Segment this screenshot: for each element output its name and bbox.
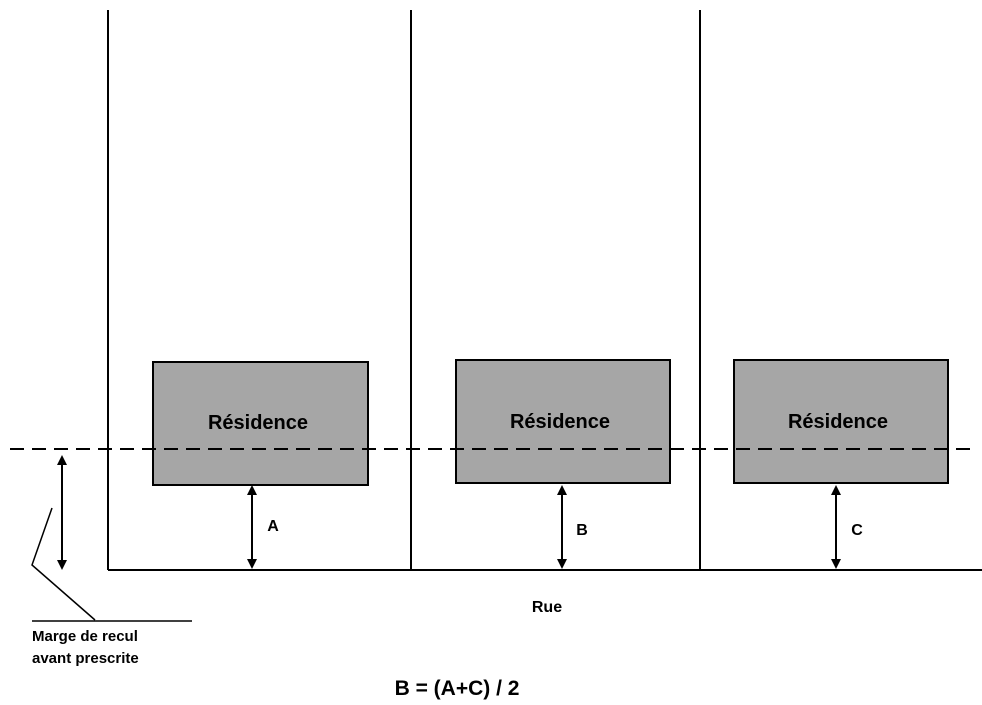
distance-label-a: A bbox=[267, 518, 279, 535]
setback-leader-line bbox=[31, 507, 96, 621]
house-1 bbox=[152, 361, 369, 486]
house-label-1: Résidence bbox=[208, 412, 308, 434]
setback-label-line-2: avant prescrite bbox=[32, 650, 139, 667]
setback-label-line-1: Marge de recul bbox=[32, 628, 138, 645]
distance-label-b: B bbox=[576, 522, 588, 539]
house-2 bbox=[455, 359, 671, 484]
street-label: Rue bbox=[532, 599, 562, 616]
house-3 bbox=[733, 359, 949, 484]
formula: B = (A+C) / 2 bbox=[395, 677, 520, 700]
house-label-2: Résidence bbox=[510, 411, 610, 433]
distance-label-c: C bbox=[851, 522, 863, 539]
house-label-3: Résidence bbox=[788, 411, 888, 433]
